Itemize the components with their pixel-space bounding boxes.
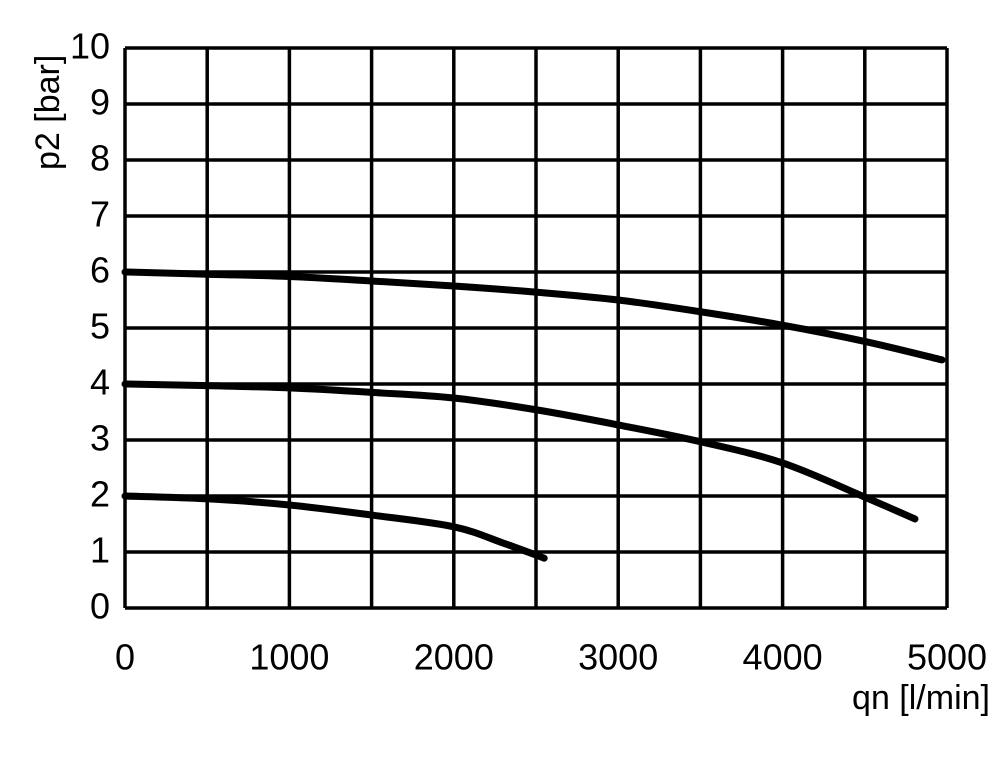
y-tick-label: 2 (90, 474, 110, 515)
series-line-1 (121, 268, 946, 364)
series-line-3 (121, 492, 548, 562)
y-tick-label: 5 (90, 306, 110, 347)
y-tick-label: 6 (90, 250, 110, 291)
y-tick-label: 4 (90, 362, 110, 403)
y-tick-label: 3 (90, 418, 110, 459)
tick-labels: 0 1000 2000 3000 4000 5000 0 1 2 3 4 5 6 7 8 9 10 (70, 26, 987, 678)
grid (123, 46, 949, 610)
y-axis-label: p2 [bar] (29, 55, 67, 170)
x-tick-label: 3000 (578, 637, 658, 678)
y-tick-label: 9 (90, 82, 110, 123)
y-tick-label: 8 (90, 138, 110, 179)
series-line-2 (121, 380, 919, 523)
x-axis-label: qn [l/min] (852, 679, 990, 717)
x-tick-label: 5000 (907, 637, 987, 678)
x-tick-label: 1000 (249, 637, 329, 678)
x-tick-label: 0 (115, 637, 135, 678)
y-tick-label: 10 (70, 26, 110, 67)
x-tick-label: 2000 (414, 637, 494, 678)
y-tick-label: 7 (90, 194, 110, 235)
y-tick-label: 0 (90, 586, 110, 627)
x-tick-label: 4000 (743, 637, 823, 678)
series-lines (121, 268, 946, 562)
y-tick-label: 1 (90, 530, 110, 571)
